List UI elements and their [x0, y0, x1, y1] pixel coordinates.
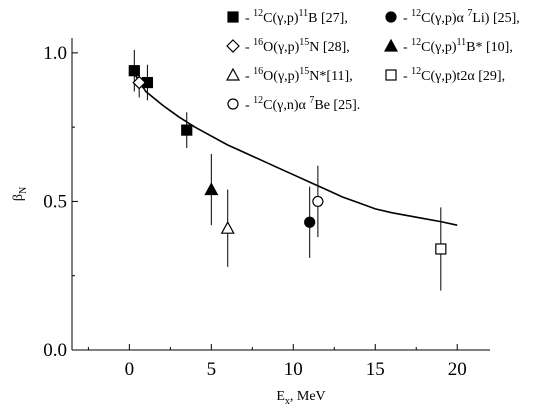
x-tick-label: 20	[448, 359, 467, 380]
legend-marker	[385, 69, 397, 81]
y-tick-label: 0.0	[43, 340, 67, 361]
points-layer	[128, 49, 447, 291]
legend-marker	[385, 11, 397, 23]
curve-layer	[133, 73, 458, 226]
fit-curve	[133, 73, 458, 226]
legend-label: - 16O(γ,p)15N*[11],	[245, 66, 353, 84]
data-point	[435, 243, 447, 255]
legend-marker	[225, 67, 241, 81]
data-point	[132, 75, 147, 90]
legend-marker	[227, 98, 239, 110]
y-tick-label: 0.5	[43, 191, 67, 212]
data-point	[181, 124, 193, 136]
legend-marker	[227, 11, 239, 23]
legend-label: - 12C(γ,n)α 7Be [25].	[245, 95, 360, 113]
legend-label: - 12C(γ,p)t2α [29],	[403, 66, 505, 84]
x-tick-label: 5	[207, 359, 217, 380]
legend-label: - 16O(γ,p)15N [28],	[245, 37, 350, 55]
legend-marker	[226, 39, 240, 53]
x-tick-label: 15	[366, 359, 385, 380]
data-point	[304, 216, 316, 228]
y-tick-label: 1.0	[43, 43, 67, 64]
legend: - 12C(γ,p)11B [27], - 12C(γ,p)α 7Li) [25]…	[225, 8, 520, 113]
data-point	[220, 220, 235, 234]
data-point	[204, 182, 219, 196]
y-axis-label: βN	[11, 187, 29, 201]
x-tick-label: 0	[125, 359, 135, 380]
axes: 0 5 10 15 20 0.0 0.5 1.0	[43, 38, 490, 380]
x-tick-label: 10	[284, 359, 303, 380]
legend-label: - 12C(γ,p)11B* [10],	[403, 37, 513, 55]
legend-label: - 12C(γ,p)α 7Li) [25],	[403, 8, 520, 26]
data-point	[312, 195, 324, 208]
legend-marker	[383, 38, 399, 52]
x-axis-label: Ex, MeV	[276, 389, 325, 407]
legend-label: - 12C(γ,p)11B [27],	[245, 8, 348, 26]
data-point	[128, 65, 140, 77]
